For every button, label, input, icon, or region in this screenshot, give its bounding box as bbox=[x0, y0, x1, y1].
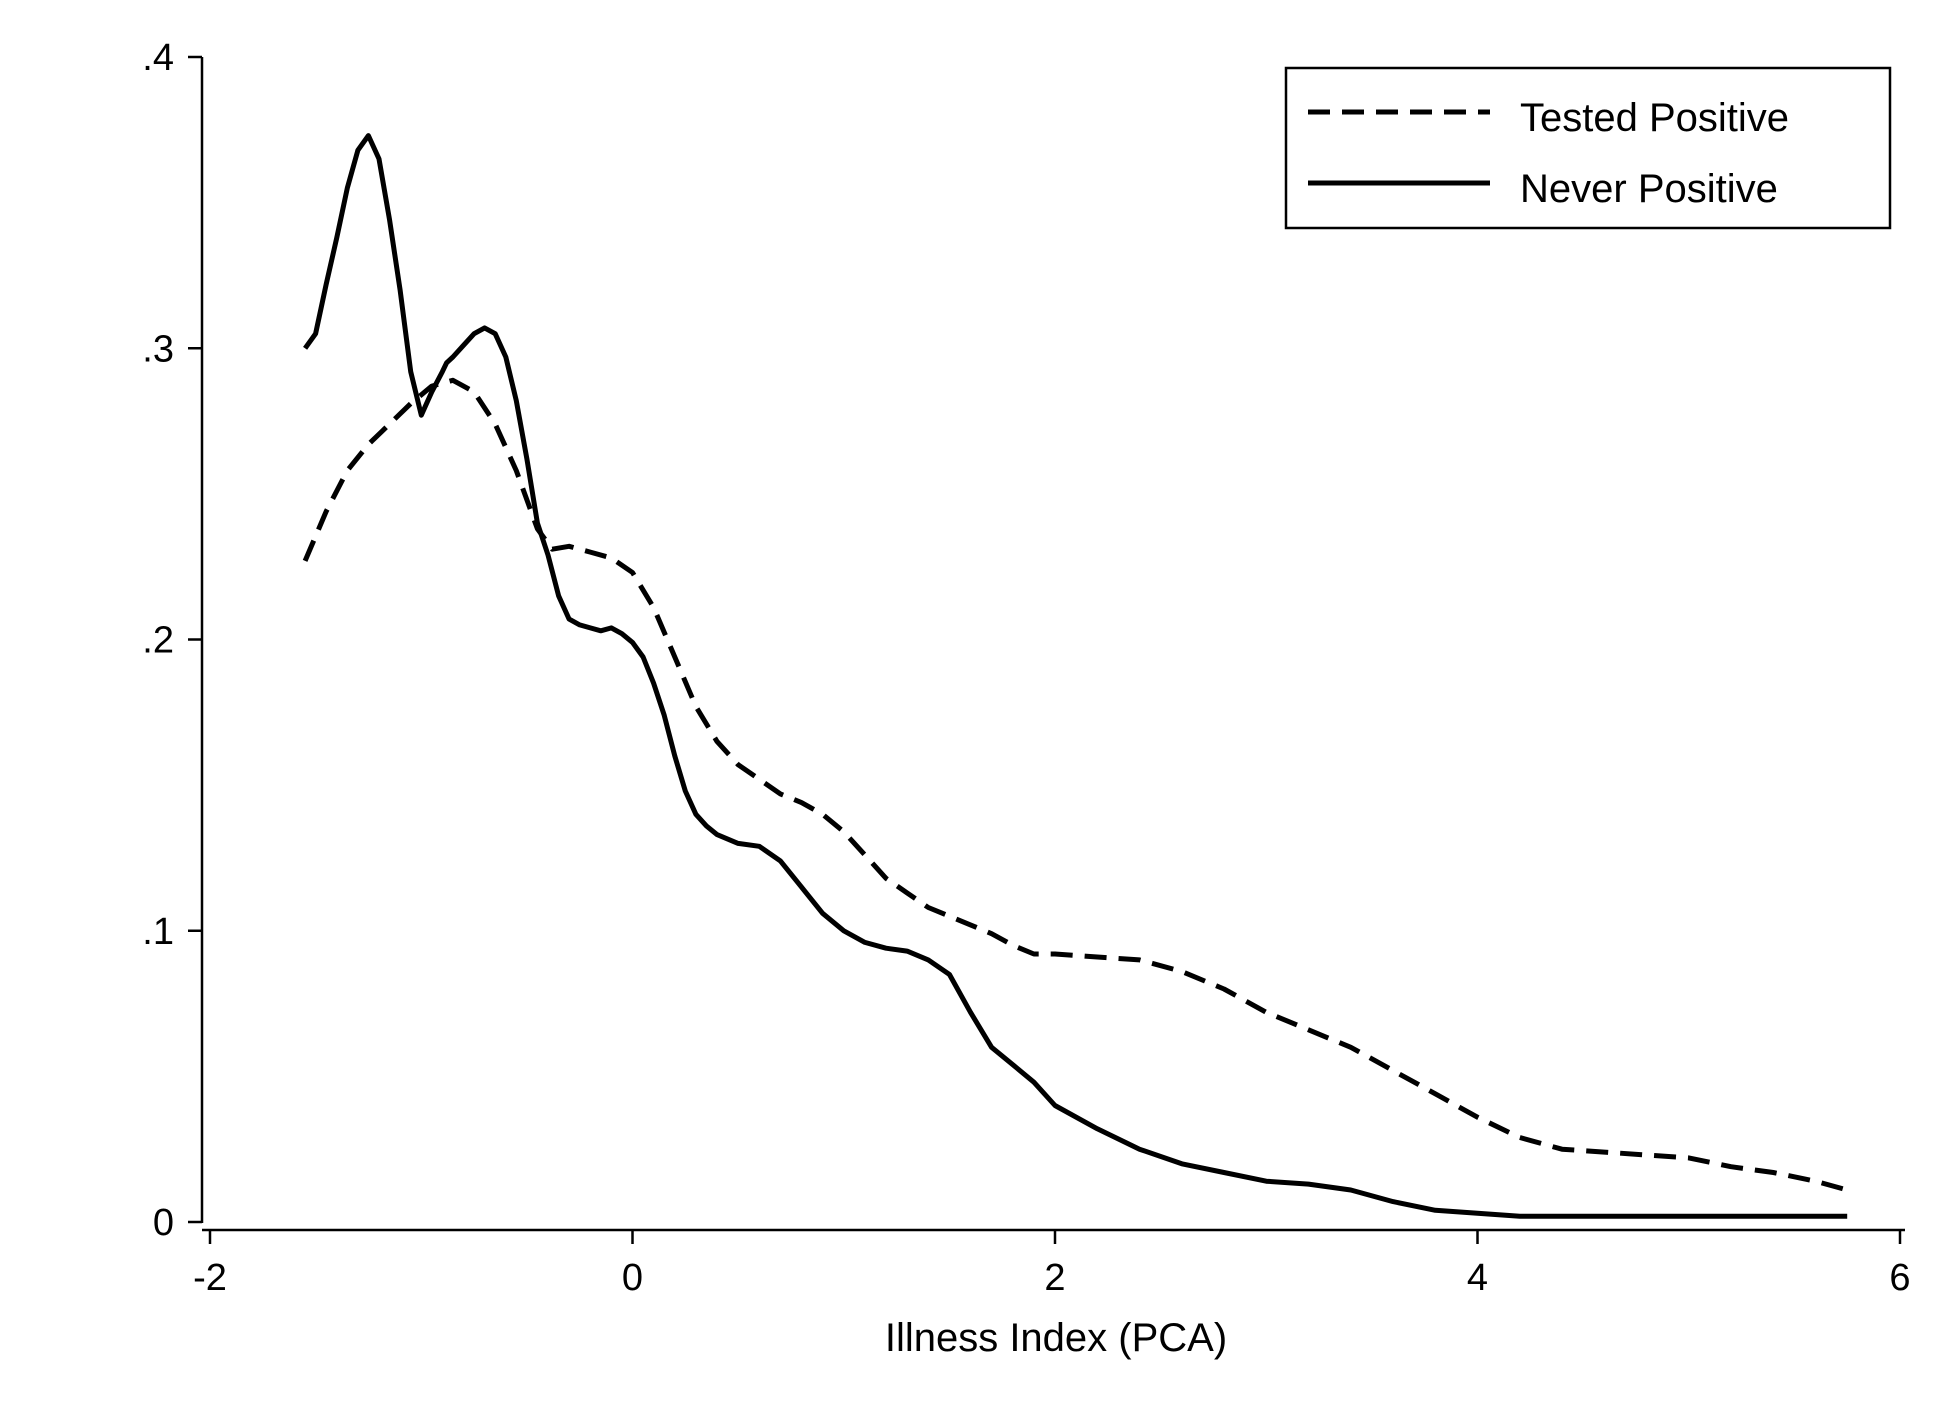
y-tick-label: .3 bbox=[142, 328, 174, 370]
series-layer bbox=[302, 133, 1848, 1219]
y-tick-label: .2 bbox=[142, 620, 174, 662]
legend-label-never-positive: Never Positive bbox=[1520, 167, 1778, 211]
y-tick-label: 0 bbox=[153, 1202, 174, 1244]
x-tick-label: 0 bbox=[622, 1257, 643, 1299]
axes: 0 .1 .2 .3 .4 -2 0 2 4 6 bbox=[142, 37, 1910, 1299]
legend-box bbox=[1284, 66, 1892, 230]
x-axis-title: Illness Index (PCA) bbox=[885, 1316, 1227, 1360]
x-tick-label: 2 bbox=[1044, 1257, 1065, 1299]
legend: Tested Positive Never Positive bbox=[1284, 66, 1892, 230]
y-tick-label: .1 bbox=[142, 911, 174, 953]
series-line-tested-positive bbox=[302, 377, 1848, 1193]
y-tick-label: .4 bbox=[142, 37, 174, 79]
x-tick-label: -2 bbox=[193, 1257, 227, 1299]
series-line-never-positive bbox=[303, 133, 1848, 1219]
x-tick-label: 6 bbox=[1889, 1257, 1910, 1299]
legend-label-tested-positive: Tested Positive bbox=[1520, 96, 1789, 140]
x-tick-label: 4 bbox=[1467, 1257, 1488, 1299]
